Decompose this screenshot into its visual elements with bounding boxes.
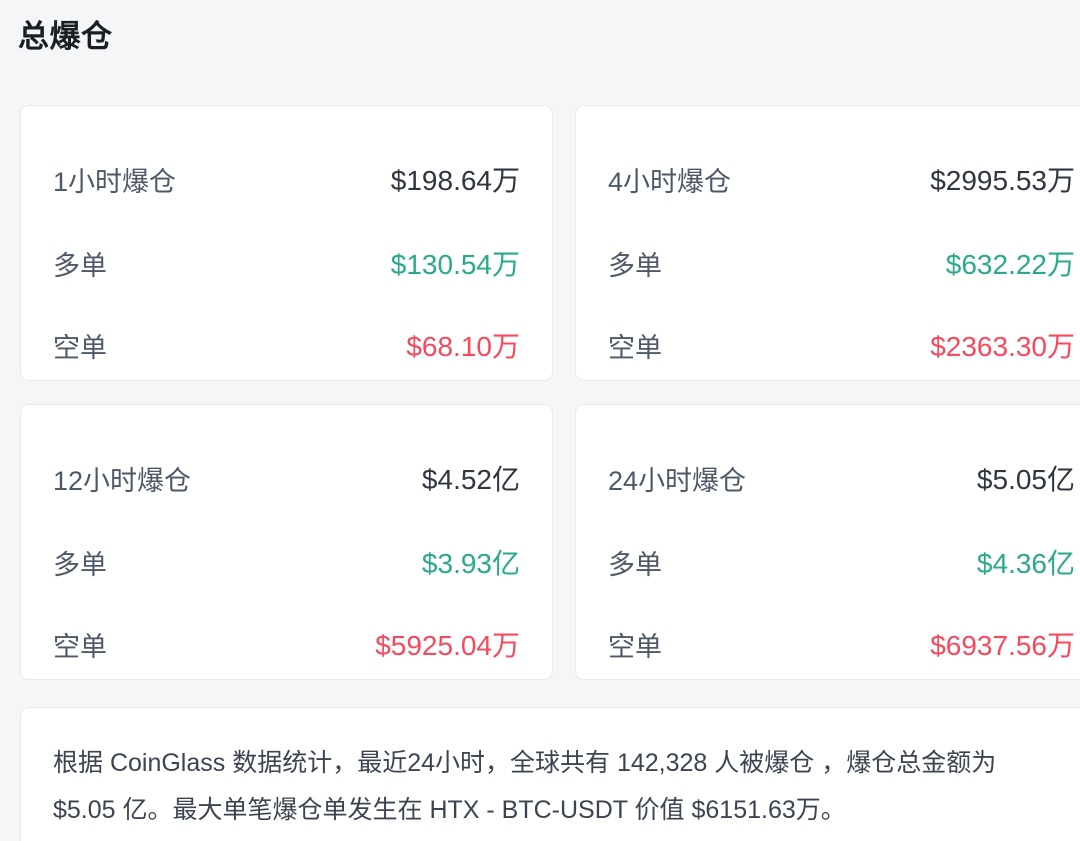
long-label: 多单	[53, 549, 107, 580]
short-value: $68.10万	[406, 331, 520, 362]
stat-row-total: 1小时爆仓 $198.64万	[53, 136, 520, 222]
period-label: 4小时爆仓	[608, 166, 732, 197]
stat-row-long: 多单 $632.22万	[608, 222, 1075, 304]
stat-row-short: 空单 $6937.56万	[608, 603, 1075, 685]
long-label: 多单	[608, 549, 662, 580]
stat-row-long: 多单 $130.54万	[53, 222, 520, 304]
short-value: $2363.30万	[930, 331, 1075, 362]
total-value: $5.05亿	[976, 464, 1075, 495]
short-label: 空单	[608, 332, 662, 363]
page-title: 总爆仓	[18, 19, 113, 54]
total-value: $2995.53万	[930, 165, 1075, 196]
liquidation-card-24h[interactable]: 24小时爆仓 $5.05亿 多单 $4.36亿 空单 $6937.56万	[575, 404, 1080, 680]
long-value: $632.22万	[945, 249, 1075, 280]
short-label: 空单	[53, 332, 107, 363]
period-label: 24小时爆仓	[608, 465, 747, 496]
long-value: $130.54万	[390, 249, 520, 280]
total-value: $4.52亿	[421, 464, 520, 495]
long-label: 多单	[53, 250, 107, 281]
stat-row-short: 空单 $68.10万	[53, 304, 520, 386]
long-value: $4.36亿	[976, 548, 1075, 579]
stat-row-total: 12小时爆仓 $4.52亿	[53, 435, 520, 521]
stat-row-total: 24小时爆仓 $5.05亿	[608, 435, 1075, 521]
period-label: 1小时爆仓	[53, 166, 177, 197]
stat-row-short: 空单 $5925.04万	[53, 603, 520, 685]
period-label: 12小时爆仓	[53, 465, 192, 496]
short-label: 空单	[53, 631, 107, 662]
total-value: $198.64万	[390, 165, 520, 196]
liquidation-card-12h[interactable]: 12小时爆仓 $4.52亿 多单 $3.93亿 空单 $5925.04万	[20, 404, 553, 680]
liquidation-card-1h[interactable]: 1小时爆仓 $198.64万 多单 $130.54万 空单 $68.10万	[20, 105, 553, 381]
short-label: 空单	[608, 631, 662, 662]
short-value: $5925.04万	[375, 630, 520, 661]
stat-row-short: 空单 $2363.30万	[608, 304, 1075, 386]
short-value: $6937.56万	[930, 630, 1075, 661]
liquidation-cards-grid: 1小时爆仓 $198.64万 多单 $130.54万 空单 $68.10万 4小…	[20, 105, 1080, 680]
long-value: $3.93亿	[421, 548, 520, 579]
long-label: 多单	[608, 250, 662, 281]
stat-row-long: 多单 $4.36亿	[608, 521, 1075, 603]
stat-row-long: 多单 $3.93亿	[53, 521, 520, 603]
stat-row-total: 4小时爆仓 $2995.53万	[608, 136, 1075, 222]
summary-text: 根据 CoinGlass 数据统计，最近24小时，全球共有 142,328 人被…	[53, 749, 997, 824]
summary-card: 根据 CoinGlass 数据统计，最近24小时，全球共有 142,328 人被…	[20, 707, 1080, 841]
liquidation-card-4h[interactable]: 4小时爆仓 $2995.53万 多单 $632.22万 空单 $2363.30万	[575, 105, 1080, 381]
